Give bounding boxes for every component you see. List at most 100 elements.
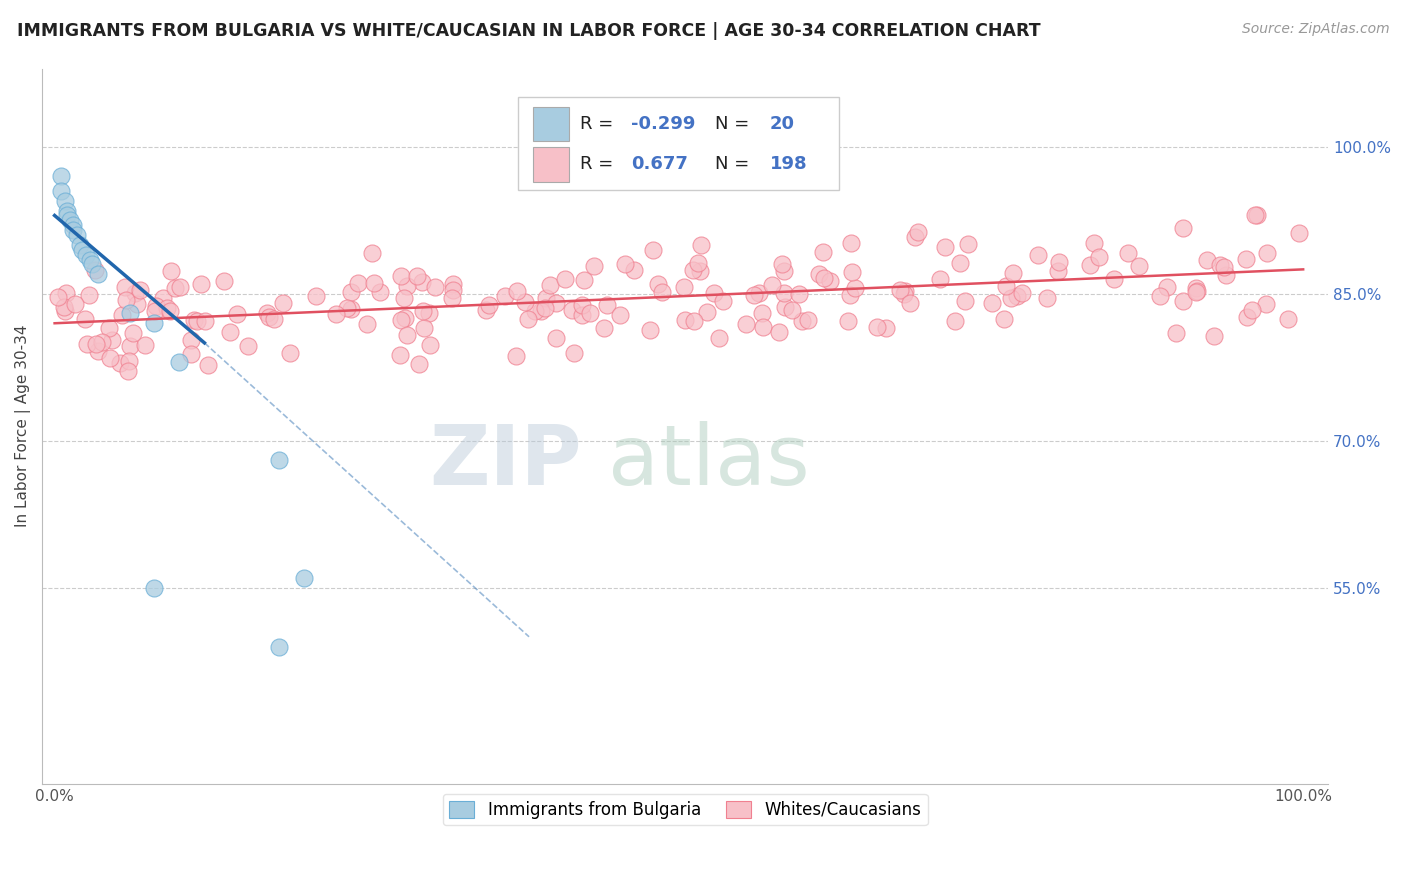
Point — [517, 311, 540, 326]
Point — [55, 285, 77, 300]
Text: N =: N = — [714, 155, 755, 173]
FancyBboxPatch shape — [517, 97, 839, 190]
Point — [1083, 236, 1105, 251]
Point — [423, 280, 446, 294]
Point — [682, 313, 704, 327]
Point — [530, 304, 553, 318]
Point — [956, 236, 979, 251]
Point — [77, 288, 100, 302]
Point — [159, 303, 181, 318]
Point — [1236, 252, 1258, 266]
Point — [190, 277, 212, 291]
Legend: Immigrants from Bulgaria, Whites/Caucasians: Immigrants from Bulgaria, Whites/Caucasi… — [443, 794, 928, 825]
FancyBboxPatch shape — [533, 147, 569, 182]
Point — [49, 184, 72, 198]
Point — [647, 277, 669, 292]
Point — [1156, 280, 1178, 294]
Point — [742, 287, 765, 301]
Point — [58, 213, 80, 227]
Point — [690, 238, 713, 252]
Point — [1001, 266, 1024, 280]
Point — [412, 304, 434, 318]
Point — [544, 331, 567, 345]
Point — [406, 269, 429, 284]
Point — [1011, 286, 1033, 301]
Point — [75, 311, 97, 326]
Point — [1212, 260, 1234, 274]
Point — [1215, 268, 1237, 282]
Point — [1173, 293, 1195, 308]
Point — [1173, 221, 1195, 235]
Point — [395, 279, 418, 293]
Point — [844, 281, 866, 295]
Point — [893, 285, 915, 299]
Point — [263, 311, 285, 326]
Point — [839, 288, 862, 302]
Point — [1236, 310, 1258, 324]
Point — [702, 286, 724, 301]
Point — [981, 296, 1004, 310]
Point — [554, 272, 576, 286]
Point — [325, 307, 347, 321]
Point — [494, 288, 516, 302]
Point — [734, 318, 756, 332]
Point — [46, 290, 69, 304]
Point — [396, 328, 419, 343]
Point — [278, 345, 301, 359]
Point — [83, 263, 105, 277]
Point — [904, 230, 927, 244]
Point — [523, 303, 546, 318]
Point — [413, 320, 436, 334]
Point — [1000, 291, 1022, 305]
Point — [474, 303, 496, 318]
Point — [1005, 289, 1028, 303]
Point — [866, 320, 889, 334]
Point — [169, 355, 191, 369]
Point — [80, 257, 103, 271]
Point — [389, 313, 412, 327]
Point — [292, 571, 315, 585]
Point — [79, 252, 101, 267]
Point — [751, 305, 773, 319]
Point — [259, 310, 281, 325]
Point — [62, 223, 84, 237]
Point — [218, 325, 240, 339]
Point — [1102, 272, 1125, 286]
Point — [505, 349, 527, 363]
Point — [1243, 209, 1265, 223]
Point — [1049, 255, 1071, 269]
Point — [66, 228, 89, 243]
Text: atlas: atlas — [607, 421, 810, 502]
Point — [807, 267, 830, 281]
Point — [641, 243, 664, 257]
Point — [256, 306, 278, 320]
Point — [1026, 248, 1049, 262]
Point — [478, 298, 501, 312]
Text: IMMIGRANTS FROM BULGARIA VS WHITE/CAUCASIAN IN LABOR FORCE | AGE 30-34 CORRELATI: IMMIGRANTS FROM BULGARIA VS WHITE/CAUCAS… — [17, 22, 1040, 40]
Point — [271, 295, 294, 310]
Point — [907, 225, 929, 239]
Text: Source: ZipAtlas.com: Source: ZipAtlas.com — [1241, 22, 1389, 37]
Point — [696, 304, 718, 318]
Point — [180, 333, 202, 347]
Point — [761, 278, 783, 293]
Point — [533, 301, 555, 316]
Point — [134, 338, 156, 352]
Point — [186, 314, 208, 328]
Point — [571, 308, 593, 322]
Point — [1241, 303, 1264, 318]
Point — [408, 357, 430, 371]
Text: R =: R = — [579, 155, 619, 173]
Point — [156, 301, 179, 315]
Point — [98, 321, 121, 335]
Point — [441, 291, 464, 305]
Point — [340, 302, 363, 317]
Point — [928, 271, 950, 285]
Point — [773, 285, 796, 300]
Point — [389, 347, 412, 361]
Point — [1187, 284, 1209, 298]
Point — [180, 347, 202, 361]
Point — [269, 640, 291, 654]
Point — [69, 238, 91, 252]
Point — [934, 239, 956, 253]
